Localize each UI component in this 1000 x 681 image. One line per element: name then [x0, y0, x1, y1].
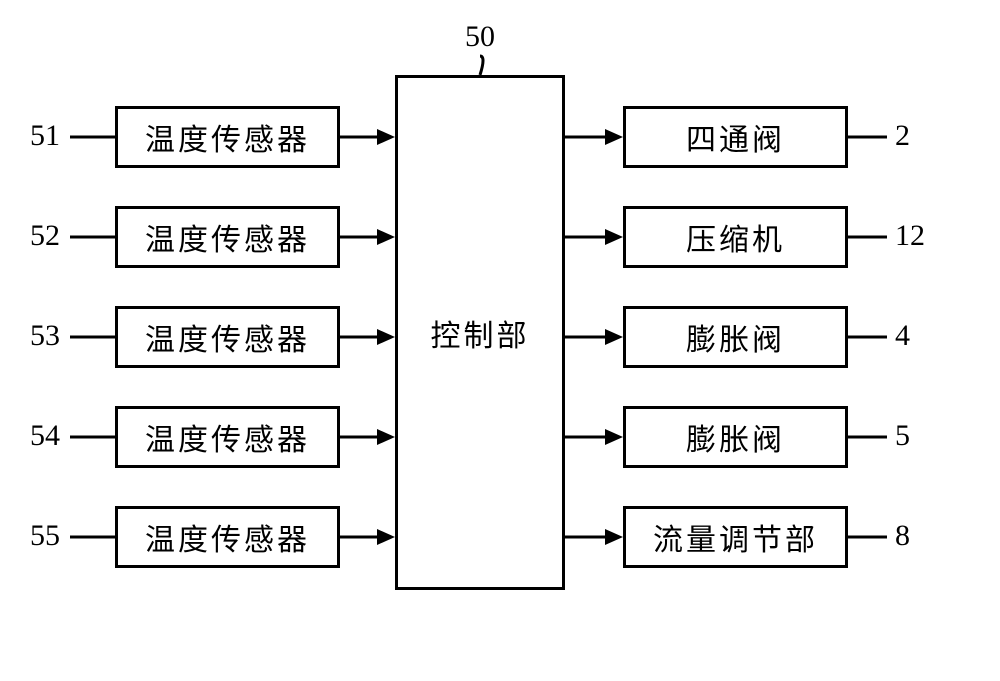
- right-connectors-8: [0, 0, 1000, 681]
- diagram-canvas: 50 控制部 温度传感器51 温度传感器52 温度传感器53 温度传感器54 温…: [0, 0, 1000, 681]
